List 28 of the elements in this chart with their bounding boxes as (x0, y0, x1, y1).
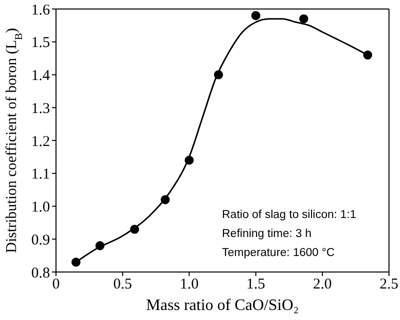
y-tick-label: 1.0 (31, 200, 50, 216)
point (160, 195, 170, 204)
y-tick-label: 1.4 (31, 68, 50, 84)
point (299, 14, 308, 24)
y-tick-label: 0.9 (31, 232, 50, 248)
x-axis-title: Mass ratio of CaO/SiO₂ (146, 297, 299, 314)
annotation: Temperature: 1600 °C (222, 246, 336, 261)
point (130, 224, 140, 234)
x-tick-label: 0 (52, 276, 60, 293)
point (95, 241, 104, 250)
x-tick-label: 1.0 (180, 276, 199, 293)
annotation: Ratio of slag to silicon: 1:1 (222, 208, 356, 223)
y-tick-label: 1.1 (31, 166, 50, 183)
y-tick-label: 1.5 (31, 35, 50, 52)
x-tick-label: 2.0 (313, 276, 332, 293)
x-tick-label: 1.5 (246, 276, 266, 293)
point (184, 156, 194, 165)
y-tick-label: 1.3 (31, 100, 50, 117)
point (363, 50, 372, 60)
y-tick-label: 1.6 (31, 2, 50, 18)
annotation: Refining time: 3 h (222, 227, 312, 242)
point (251, 11, 260, 20)
x-tick-label: 2.5 (380, 276, 398, 293)
point (214, 70, 224, 80)
y-tick-label: 0.8 (31, 265, 50, 282)
point (71, 258, 80, 267)
x-tick-label: 0.5 (113, 276, 132, 293)
y-tick-label: 1.2 (31, 134, 50, 150)
